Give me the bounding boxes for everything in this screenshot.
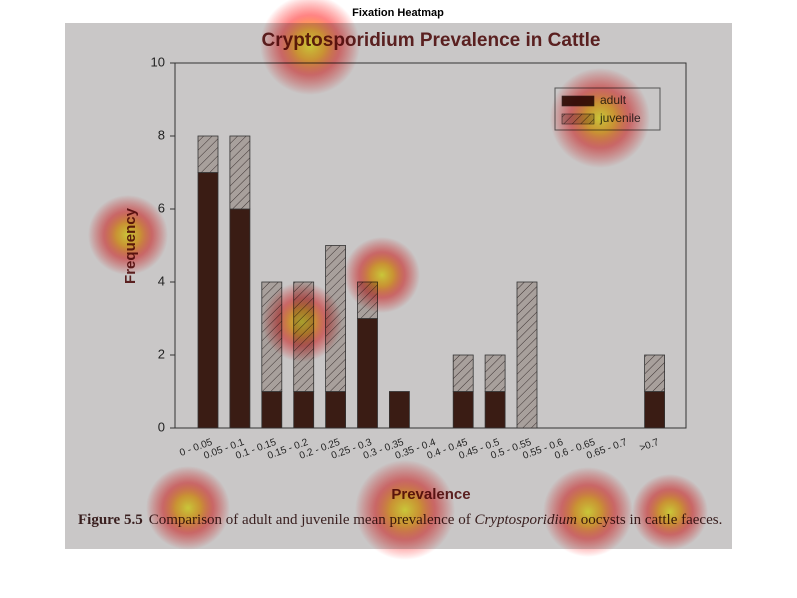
bar-segment [197,135,219,173]
bar-segment [484,391,506,429]
bar-segment [293,391,315,429]
fixation-blob [88,195,168,275]
bar-segment [484,354,506,392]
fixation-blob [146,466,230,550]
y-tick-label: 10 [151,54,165,69]
bar-segment [644,354,665,392]
bar-segment [452,391,474,429]
y-tick-label: 8 [158,127,165,142]
bar-segment [197,172,219,429]
heading: Fixation Heatmap [352,7,444,19]
bar-segment [388,391,410,429]
bar-segment [357,318,378,429]
fixation-blob [355,460,455,560]
bar-segment [452,354,474,392]
fixation-blob [632,474,708,550]
bar-segment [516,281,538,429]
y-tick-label: 2 [158,346,165,361]
fixation-blob [344,237,420,313]
fixation-blob [262,282,342,362]
y-tick-label: 6 [158,200,165,215]
bar-segment [325,391,347,429]
bar-segment [644,391,665,429]
bar-segment [229,135,251,210]
chart: Cryptosporidium Prevalence in Cattle Pre… [78,0,722,560]
y-tick-label: 0 [158,419,165,434]
y-tick-label: 4 [158,273,165,288]
fixation-blob [260,0,360,95]
caption-label: Figure 5.5 [78,512,143,528]
bar-segment [261,391,283,429]
fixation-blob [550,68,650,168]
plot-frame [174,62,687,429]
heatmap-overlay [88,0,708,560]
bar-segment [229,208,251,429]
fixation-blob [543,467,633,557]
